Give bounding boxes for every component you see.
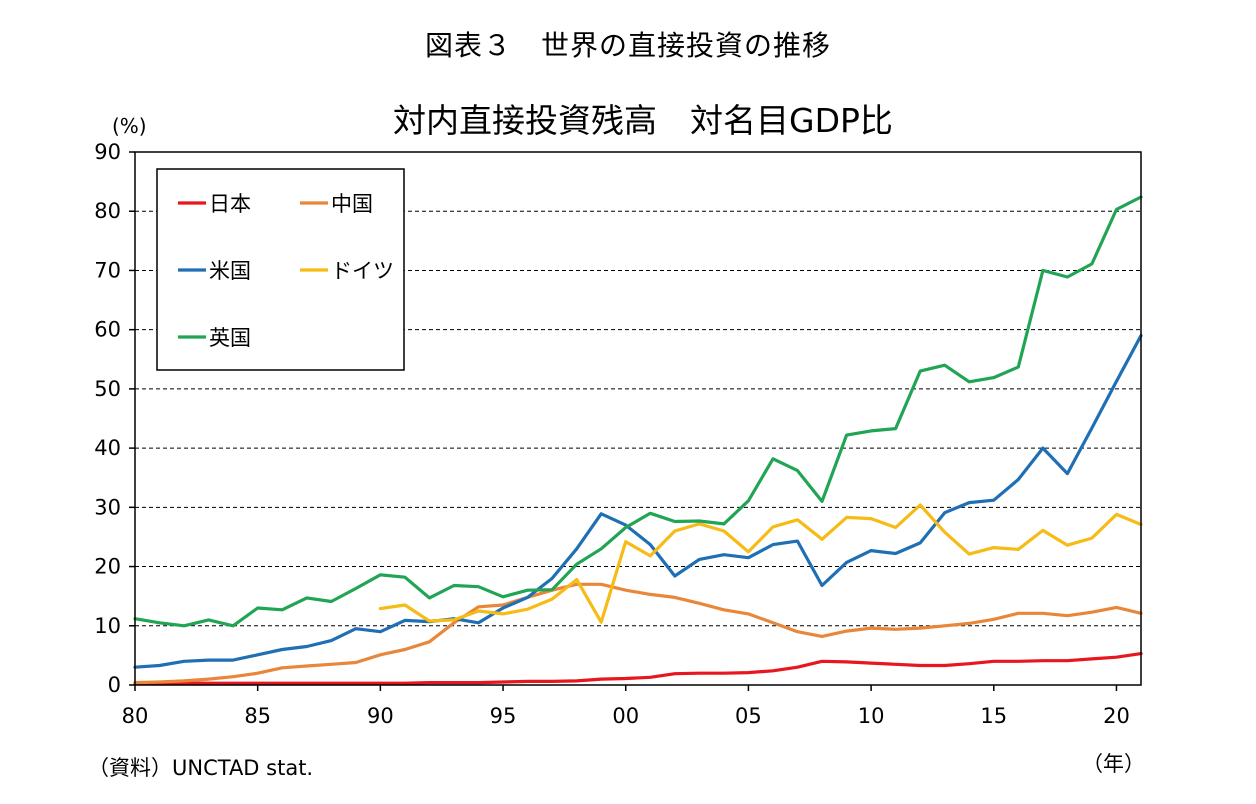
series-line-米国 — [133, 334, 1143, 669]
legend-label: 米国 — [209, 259, 251, 283]
y-tick-label: 40 — [94, 436, 121, 460]
y-tick-label: 60 — [94, 318, 121, 342]
x-tick-label: 85 — [244, 704, 271, 728]
legend-label: 中国 — [331, 192, 373, 216]
source-note: （資料）UNCTAD stat. — [88, 756, 314, 780]
legend-label: 日本 — [209, 192, 251, 216]
x-tick-label: 95 — [490, 704, 517, 728]
y-tick-label: 70 — [94, 258, 121, 282]
y-axis-unit: (%) — [112, 114, 147, 138]
series-lines — [133, 195, 1143, 685]
x-tick-label: 10 — [858, 704, 885, 728]
chart-title: 対内直接投資残高 対名目GDP比 — [393, 101, 893, 140]
y-tick-label: 0 — [108, 673, 121, 697]
series-line-ドイツ — [378, 503, 1143, 624]
x-tick-label: 00 — [612, 704, 639, 728]
x-tick-label: 90 — [367, 704, 394, 728]
x-tick-label: 80 — [122, 704, 149, 728]
y-tick-label: 20 — [94, 555, 121, 579]
plot-frame — [134, 151, 1142, 686]
series-line-中国 — [133, 582, 1143, 685]
legend-label: 英国 — [209, 326, 251, 350]
y-tick-label: 10 — [94, 614, 121, 638]
y-tick-label: 30 — [94, 495, 121, 519]
series-line-日本 — [133, 652, 1143, 685]
x-tick-label: 20 — [1103, 704, 1130, 728]
x-axis-ticks: 80 85 90 95 00 05 10 15 20 — [122, 685, 1130, 728]
x-axis-unit: （年） — [1082, 752, 1145, 776]
legend-label: ドイツ — [331, 259, 394, 283]
y-tick-label: 90 — [94, 140, 121, 164]
y-tick-label: 80 — [94, 199, 121, 223]
y-tick-label: 50 — [94, 377, 121, 401]
y-axis-ticks: 0 10 20 30 40 50 60 70 80 90 — [94, 140, 135, 697]
x-tick-label: 05 — [735, 704, 762, 728]
figure-title: 図表３ 世界の直接投資の推移 — [424, 29, 831, 62]
series-line-英国 — [133, 195, 1143, 628]
x-tick-label: 15 — [980, 704, 1007, 728]
